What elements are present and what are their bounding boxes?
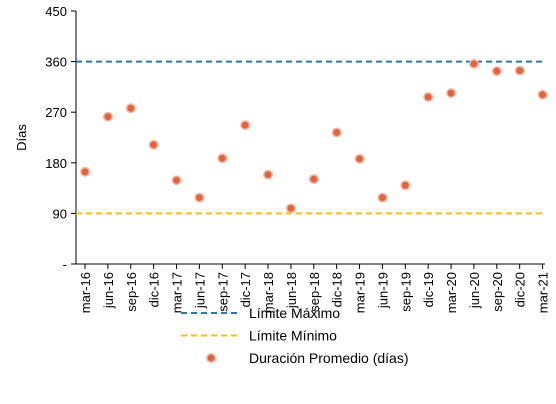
data-point <box>491 66 502 77</box>
x-tick-label: dic-20 <box>513 272 528 307</box>
data-point <box>400 180 411 191</box>
y-tick-label: 270 <box>45 105 67 120</box>
x-tick-label: mar-19 <box>353 272 368 313</box>
data-point <box>514 65 525 76</box>
data-point <box>80 166 91 177</box>
data-points <box>80 58 548 214</box>
data-point <box>468 58 479 69</box>
x-tick-label: sep-20 <box>490 272 505 312</box>
data-point <box>537 89 548 100</box>
x-tick-label: jun-20 <box>467 272 482 309</box>
y-tick-label: - <box>63 257 67 272</box>
data-point <box>263 169 274 180</box>
x-tick-label: mar-20 <box>444 272 459 313</box>
legend-label: Límite Mínimo <box>249 328 337 344</box>
y-tick-label: 90 <box>53 206 67 221</box>
y-tick-label: 450 <box>45 4 67 19</box>
data-point <box>102 111 113 122</box>
data-point <box>240 120 251 131</box>
legend-label: Duración Promedio (días) <box>249 350 409 366</box>
x-tick-label: dic-16 <box>147 272 162 307</box>
legend-label: Límite Máximo <box>249 305 340 321</box>
data-point <box>377 192 388 203</box>
x-axis-ticks: mar-16 jun-16 sep-16 dic-16 mar-17 jun-17 sep-… <box>78 264 551 313</box>
y-tick-label: 180 <box>45 156 67 171</box>
legend-point-swatch <box>206 352 217 363</box>
reference-lines <box>76 60 545 215</box>
data-point <box>217 153 228 164</box>
y-tick-label: 360 <box>45 55 67 70</box>
x-tick-label: dic-18 <box>330 272 345 307</box>
x-tick-label: mar-17 <box>170 272 185 313</box>
x-tick-label: jun-16 <box>101 272 116 309</box>
y-axis-ticks: - 90 180 270 360 450 <box>45 4 76 272</box>
data-point <box>125 103 136 114</box>
x-tick-label: sep-17 <box>215 272 230 312</box>
data-point <box>331 127 342 138</box>
x-tick-label: dic-19 <box>421 272 436 307</box>
x-tick-label: sep-18 <box>307 272 322 312</box>
data-point <box>148 139 159 150</box>
data-point <box>285 203 296 214</box>
x-tick-label: mar-18 <box>261 272 276 313</box>
y-axis-label: Días <box>14 124 29 151</box>
data-point <box>194 192 205 203</box>
legend: Límite Máximo Límite Mínimo Duración Prome… <box>181 305 409 366</box>
x-tick-label: mar-21 <box>536 272 551 313</box>
x-tick-label: jun-19 <box>375 272 390 309</box>
x-tick-label: jun-17 <box>192 272 207 309</box>
x-tick-label: sep-16 <box>124 272 139 312</box>
data-point <box>308 174 319 185</box>
x-tick-label: mar-16 <box>78 272 93 313</box>
x-tick-label: dic-17 <box>238 272 253 307</box>
data-point <box>354 153 365 164</box>
data-point <box>446 88 457 99</box>
data-point <box>423 92 434 103</box>
x-tick-label: sep-19 <box>398 272 413 312</box>
data-point <box>171 175 182 186</box>
x-tick-label: jun-18 <box>284 272 299 309</box>
